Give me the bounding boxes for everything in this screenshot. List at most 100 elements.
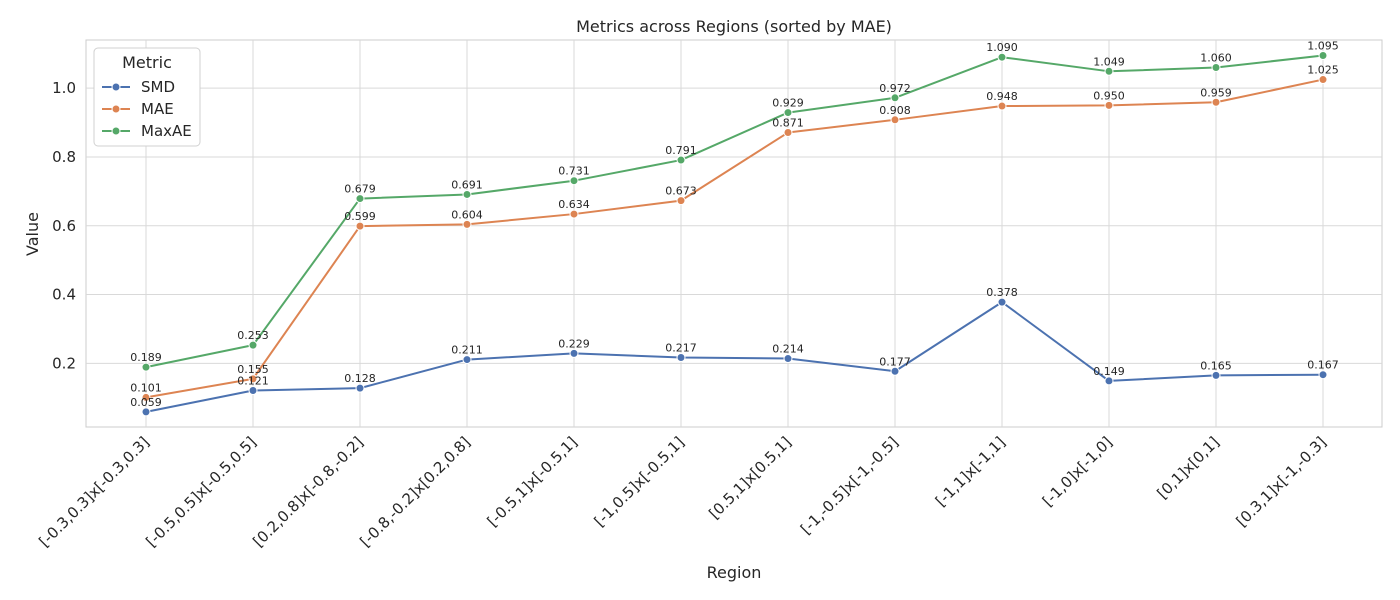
data-label-maxae-8: 1.090 — [986, 41, 1018, 54]
x-tick-label-6: [0.5,1]x[0.5,1] — [705, 433, 795, 523]
point-mae-2 — [355, 221, 365, 231]
data-label-smd-2: 0.128 — [344, 372, 376, 385]
x-tick-label-11: [0.3,1]x[-1,-0.3] — [1233, 433, 1330, 530]
data-label-smd-10: 0.165 — [1200, 359, 1232, 372]
data-label-smd-9: 0.149 — [1093, 365, 1125, 378]
data-label-smd-3: 0.211 — [451, 344, 483, 357]
x-tick-label-5: [-1,0.5]x[-0.5,1] — [591, 433, 688, 530]
x-tick-label-10: [0,1]x[0,1] — [1154, 433, 1223, 502]
legend-label-maxae: MaxAE — [141, 122, 192, 140]
x-tick-label-8: [-1,1]x[-1,1] — [932, 433, 1009, 510]
point-mae-3 — [462, 219, 472, 229]
x-axis-title: Region — [707, 563, 762, 582]
series-maxae — [141, 50, 1328, 372]
data-label-mae-2: 0.599 — [344, 210, 376, 223]
point-mae-7 — [890, 115, 900, 125]
data-label-maxae-7: 0.972 — [879, 82, 911, 95]
point-maxae-6 — [783, 108, 793, 118]
point-maxae-11 — [1318, 50, 1328, 60]
point-smd-3 — [462, 355, 472, 365]
series-line-mae — [145, 78, 1324, 399]
data-label-maxae-4: 0.731 — [558, 165, 590, 178]
data-label-smd-0: 0.059 — [130, 396, 162, 409]
point-smd-10 — [1211, 370, 1221, 380]
data-label-mae-6: 0.871 — [772, 117, 804, 130]
data-label-mae-11: 1.025 — [1307, 64, 1339, 77]
data-label-maxae-9: 1.049 — [1093, 55, 1125, 68]
point-maxae-4 — [569, 176, 579, 186]
legend-items: SMD MAE MaxAE — [102, 78, 192, 140]
point-maxae-10 — [1211, 63, 1221, 73]
point-mae-5 — [676, 196, 686, 206]
legend-box — [93, 47, 201, 147]
y-tick-label-0: 0.2 — [52, 354, 76, 372]
point-smd-6 — [783, 354, 793, 364]
y-tick-label-3: 0.8 — [52, 148, 76, 166]
point-mae-1 — [248, 374, 258, 384]
y-tick-labels: 0.2 0.4 0.6 0.8 1.0 — [52, 79, 76, 372]
x-tick-labels: [-0.3,0.3]x[-0.3,0.3][-0.5,0.5]x[-0.5,0.… — [35, 433, 1329, 550]
data-label-smd-8: 0.378 — [986, 286, 1018, 299]
y-axis-title: Value — [23, 212, 42, 256]
point-smd-11 — [1318, 370, 1328, 380]
data-label-smd-4: 0.229 — [558, 337, 590, 350]
point-smd-1 — [248, 386, 258, 396]
data-label-smd-11: 0.167 — [1307, 359, 1339, 372]
x-tick-label-2: [0.2,0.8]x[-0.8,-0.2] — [249, 433, 366, 550]
legend-title: Metric — [122, 53, 172, 72]
point-mae-9 — [1104, 100, 1114, 110]
point-mae-0 — [141, 392, 151, 402]
point-maxae-8 — [997, 52, 1007, 62]
point-mae-11 — [1318, 75, 1328, 85]
legend-item-maxae: MaxAE — [102, 122, 192, 140]
point-maxae-0 — [141, 362, 151, 372]
legend-marker-maxae — [111, 126, 121, 136]
point-mae-10 — [1211, 97, 1221, 107]
data-label-maxae-0: 0.189 — [130, 351, 162, 364]
series-group — [141, 50, 1328, 417]
legend-marker-mae — [111, 104, 121, 114]
point-smd-2 — [355, 383, 365, 393]
data-label-mae-0: 0.101 — [130, 381, 162, 394]
point-smd-0 — [141, 407, 151, 417]
data-label-smd-5: 0.217 — [665, 342, 697, 355]
data-label-maxae-1: 0.253 — [237, 329, 269, 342]
point-maxae-1 — [248, 340, 258, 350]
legend-item-mae: MAE — [102, 100, 174, 118]
legend: Metric SMD MAE MaxAE — [93, 47, 201, 147]
point-smd-9 — [1104, 376, 1114, 386]
legend-label-smd: SMD — [141, 78, 175, 96]
point-smd-5 — [676, 353, 686, 363]
data-label-smd-7: 0.177 — [879, 355, 911, 368]
data-label-maxae-2: 0.679 — [344, 183, 376, 196]
data-label-mae-10: 0.959 — [1200, 86, 1232, 99]
point-maxae-2 — [355, 194, 365, 204]
data-label-maxae-6: 0.929 — [772, 97, 804, 110]
chart-title: Metrics across Regions (sorted by MAE) — [576, 17, 892, 36]
plot-area — [85, 39, 1383, 428]
point-maxae-7 — [890, 93, 900, 103]
legend-label-mae: MAE — [141, 100, 174, 118]
data-label-mae-3: 0.604 — [451, 208, 483, 221]
legend-item-smd: SMD — [102, 78, 175, 96]
series-line-smd — [145, 301, 1324, 413]
x-tick-label-7: [-1,-0.5]x[-1,-0.5] — [797, 433, 902, 538]
point-mae-8 — [997, 101, 1007, 111]
data-label-maxae-3: 0.691 — [451, 178, 483, 191]
y-tick-label-1: 0.4 — [52, 286, 76, 304]
point-maxae-5 — [676, 155, 686, 165]
x-tick-label-1: [-0.5,0.5]x[-0.5,0.5] — [142, 433, 259, 550]
point-maxae-9 — [1104, 66, 1114, 76]
legend-marker-smd — [111, 82, 121, 92]
point-mae-4 — [569, 209, 579, 219]
data-label-maxae-11: 1.095 — [1307, 39, 1339, 52]
series-mae — [141, 75, 1328, 402]
y-tick-label-2: 0.6 — [52, 217, 76, 235]
point-smd-4 — [569, 348, 579, 358]
data-label-maxae-10: 1.060 — [1200, 52, 1232, 65]
data-label-mae-8: 0.948 — [986, 90, 1018, 103]
data-label-mae-4: 0.634 — [558, 198, 590, 211]
point-maxae-3 — [462, 189, 472, 199]
data-label-mae-1: 0.155 — [237, 363, 269, 376]
